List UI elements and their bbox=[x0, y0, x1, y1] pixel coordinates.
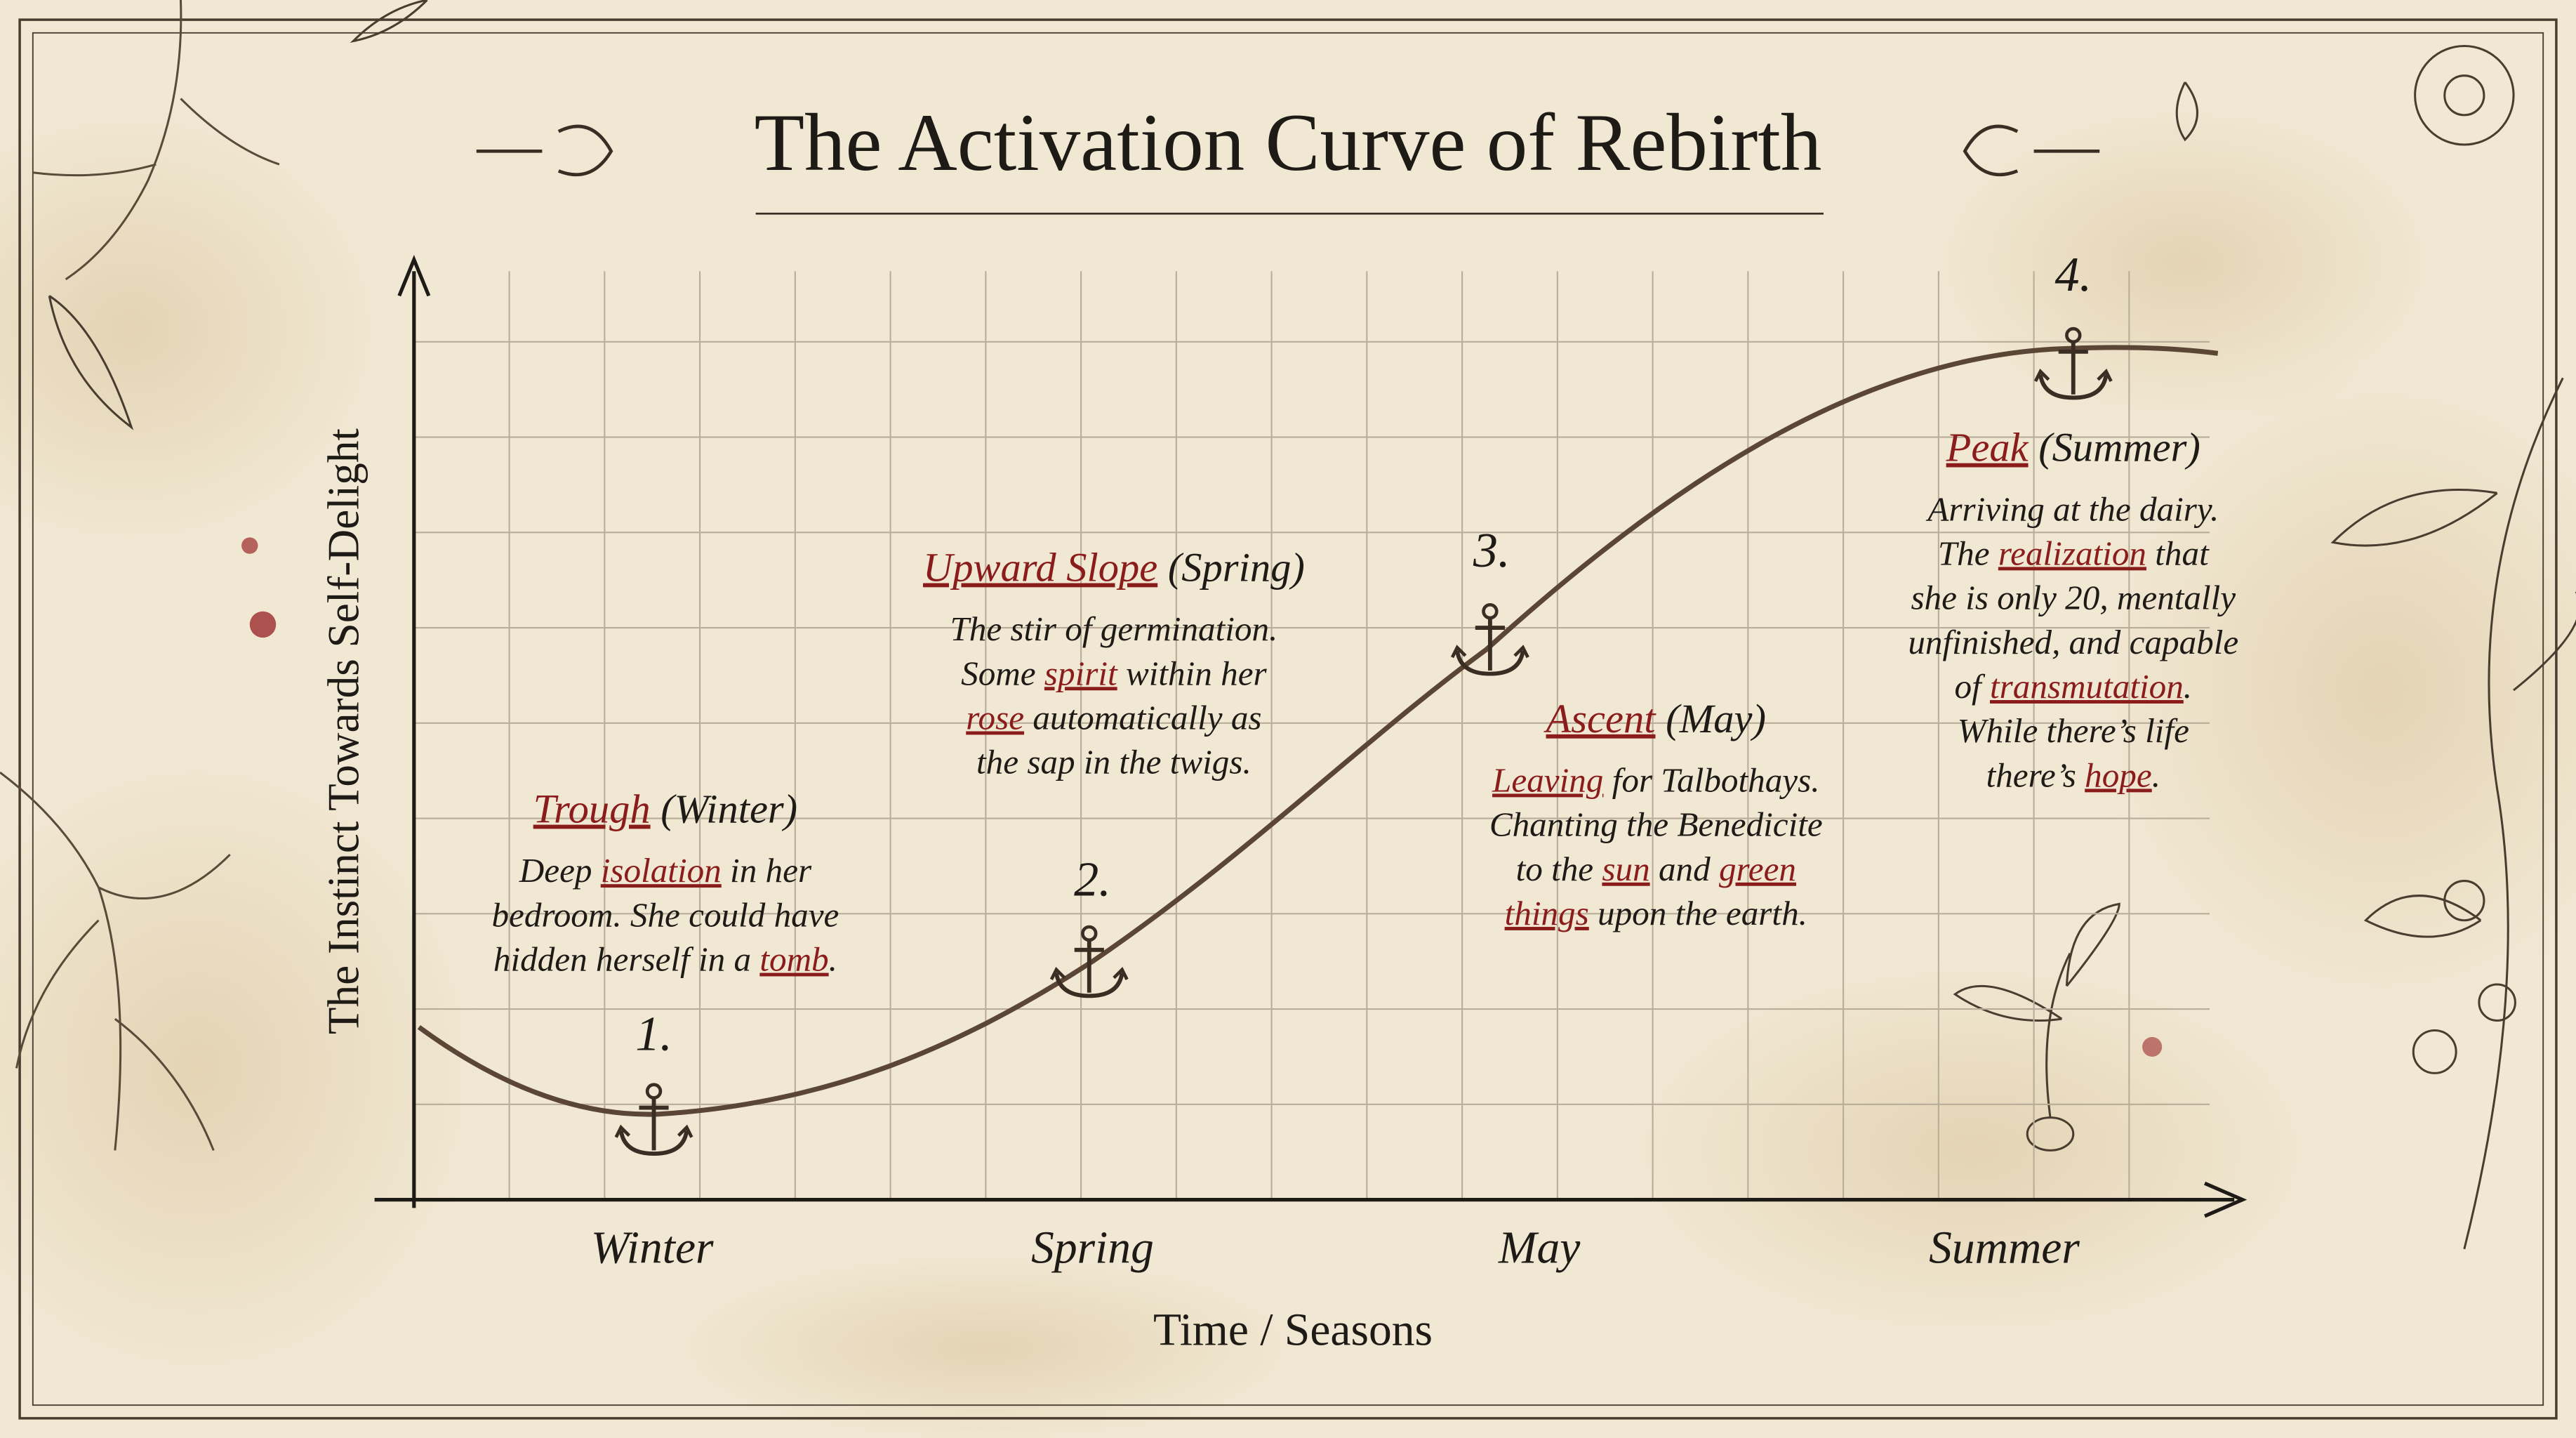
text-run: and bbox=[1650, 850, 1719, 888]
text-run: hidden herself in a bbox=[493, 940, 759, 979]
text-run: . bbox=[2152, 756, 2160, 795]
highlighted-word: Trough bbox=[533, 786, 651, 832]
text-run: Chanting the Benedicite bbox=[1489, 805, 1823, 844]
text-run: to the bbox=[1516, 850, 1602, 888]
text-run: unfinished, and capable bbox=[1908, 623, 2238, 661]
highlighted-word: green bbox=[1719, 850, 1796, 888]
text-run: (Summer) bbox=[2029, 425, 2200, 470]
stage-text-line: bedroom. She could have bbox=[491, 896, 839, 935]
stage-text-line: hidden herself in a tomb. bbox=[493, 940, 837, 979]
text-run: The bbox=[1938, 534, 1998, 573]
stage-text-line: of transmutation. bbox=[1954, 667, 2192, 706]
highlighted-word: things bbox=[1505, 894, 1589, 932]
stage-text-line: unfinished, and capable bbox=[1908, 623, 2238, 661]
text-run: for Talbothays. bbox=[1603, 761, 1819, 800]
text-run: Deep bbox=[519, 851, 601, 890]
stage-text-line: Chanting the Benedicite bbox=[1489, 805, 1823, 844]
highlighted-word: hope bbox=[2085, 756, 2152, 795]
text-run: The stir of germination. bbox=[950, 609, 1277, 648]
illustration: The Activation Curve of Rebirth The Inst… bbox=[0, 0, 2576, 1438]
stage-text-line: Deep isolation in her bbox=[519, 851, 812, 890]
x-axis-label: Time / Seasons bbox=[1153, 1305, 1433, 1356]
text-run: Arriving at the dairy. bbox=[1925, 490, 2219, 529]
stage-text-line: While there’s life bbox=[1958, 712, 2189, 751]
highlighted-word: rose bbox=[966, 699, 1024, 737]
page: {"title": "The Activation Curve of Rebir… bbox=[0, 0, 2576, 1438]
text-run: bedroom. She could have bbox=[491, 896, 839, 935]
stage-number: 4. bbox=[2054, 247, 2092, 302]
highlighted-word: realization bbox=[1998, 534, 2146, 573]
text-run: . bbox=[2184, 667, 2192, 706]
text-run: (May) bbox=[1655, 696, 1766, 741]
stage-heading: Upward Slope (Spring) bbox=[923, 545, 1305, 591]
x-category-label: Summer bbox=[1929, 1223, 2080, 1274]
stage-text-line: to the sun and green bbox=[1516, 850, 1796, 888]
text-run: the sap in the twigs. bbox=[976, 743, 1252, 781]
y-axis-label: The Instinct Towards Self-Delight bbox=[319, 428, 369, 1035]
stage-number: 3. bbox=[1473, 523, 1511, 578]
text-run: Some bbox=[961, 654, 1044, 693]
text-run: she is only 20, mentally bbox=[1911, 579, 2236, 617]
highlighted-word: Peak bbox=[1946, 425, 2029, 470]
stage-text-line: The realization that bbox=[1938, 534, 2210, 573]
text-run: (Winter) bbox=[651, 786, 798, 832]
stage-heading: Peak (Summer) bbox=[1946, 425, 2200, 470]
stage-text-line: Some spirit within her bbox=[961, 654, 1267, 693]
stage-heading: Ascent (May) bbox=[1543, 696, 1766, 741]
highlighted-word: Upward Slope bbox=[923, 545, 1157, 591]
stage-text-line: things upon the earth. bbox=[1505, 894, 1807, 932]
text-run: . bbox=[829, 940, 837, 979]
stage-number: 2. bbox=[1074, 852, 1111, 906]
text-run: automatically as bbox=[1024, 699, 1262, 737]
text-run: in her bbox=[722, 851, 812, 890]
text-run: of bbox=[1954, 667, 1990, 706]
highlighted-word: spirit bbox=[1044, 654, 1118, 693]
text-run: While there’s life bbox=[1958, 712, 2189, 751]
text-run: that bbox=[2146, 534, 2210, 573]
text-run: upon the earth. bbox=[1589, 894, 1807, 932]
stage-text-line: the sap in the twigs. bbox=[976, 743, 1252, 781]
stage-text-line: The stir of germination. bbox=[950, 609, 1277, 648]
stage-heading: Trough (Winter) bbox=[533, 786, 797, 832]
text-run: there’s bbox=[1986, 756, 2085, 795]
highlighted-word: Ascent bbox=[1543, 696, 1657, 741]
highlighted-word: sun bbox=[1602, 850, 1649, 888]
stage-text-line: there’s hope. bbox=[1986, 756, 2160, 795]
highlighted-word: isolation bbox=[601, 851, 722, 890]
title: The Activation Curve of Rebirth bbox=[755, 98, 1822, 188]
text-run: (Spring) bbox=[1157, 545, 1305, 591]
stage-text-line: Arriving at the dairy. bbox=[1925, 490, 2219, 529]
x-category-label: Spring bbox=[1031, 1223, 1154, 1274]
stage-text-line: she is only 20, mentally bbox=[1911, 579, 2236, 617]
highlighted-word: transmutation bbox=[1990, 667, 2184, 706]
stage-text-line: Leaving for Talbothays. bbox=[1492, 761, 1819, 800]
text-run: within her bbox=[1117, 654, 1268, 693]
highlighted-word: tomb bbox=[759, 940, 828, 979]
x-category-label: Winter bbox=[591, 1223, 714, 1274]
stage-number: 1. bbox=[635, 1006, 672, 1061]
highlighted-word: Leaving bbox=[1492, 761, 1603, 800]
x-category-label: May bbox=[1498, 1223, 1581, 1274]
stage-text-line: rose automatically as bbox=[966, 699, 1261, 737]
